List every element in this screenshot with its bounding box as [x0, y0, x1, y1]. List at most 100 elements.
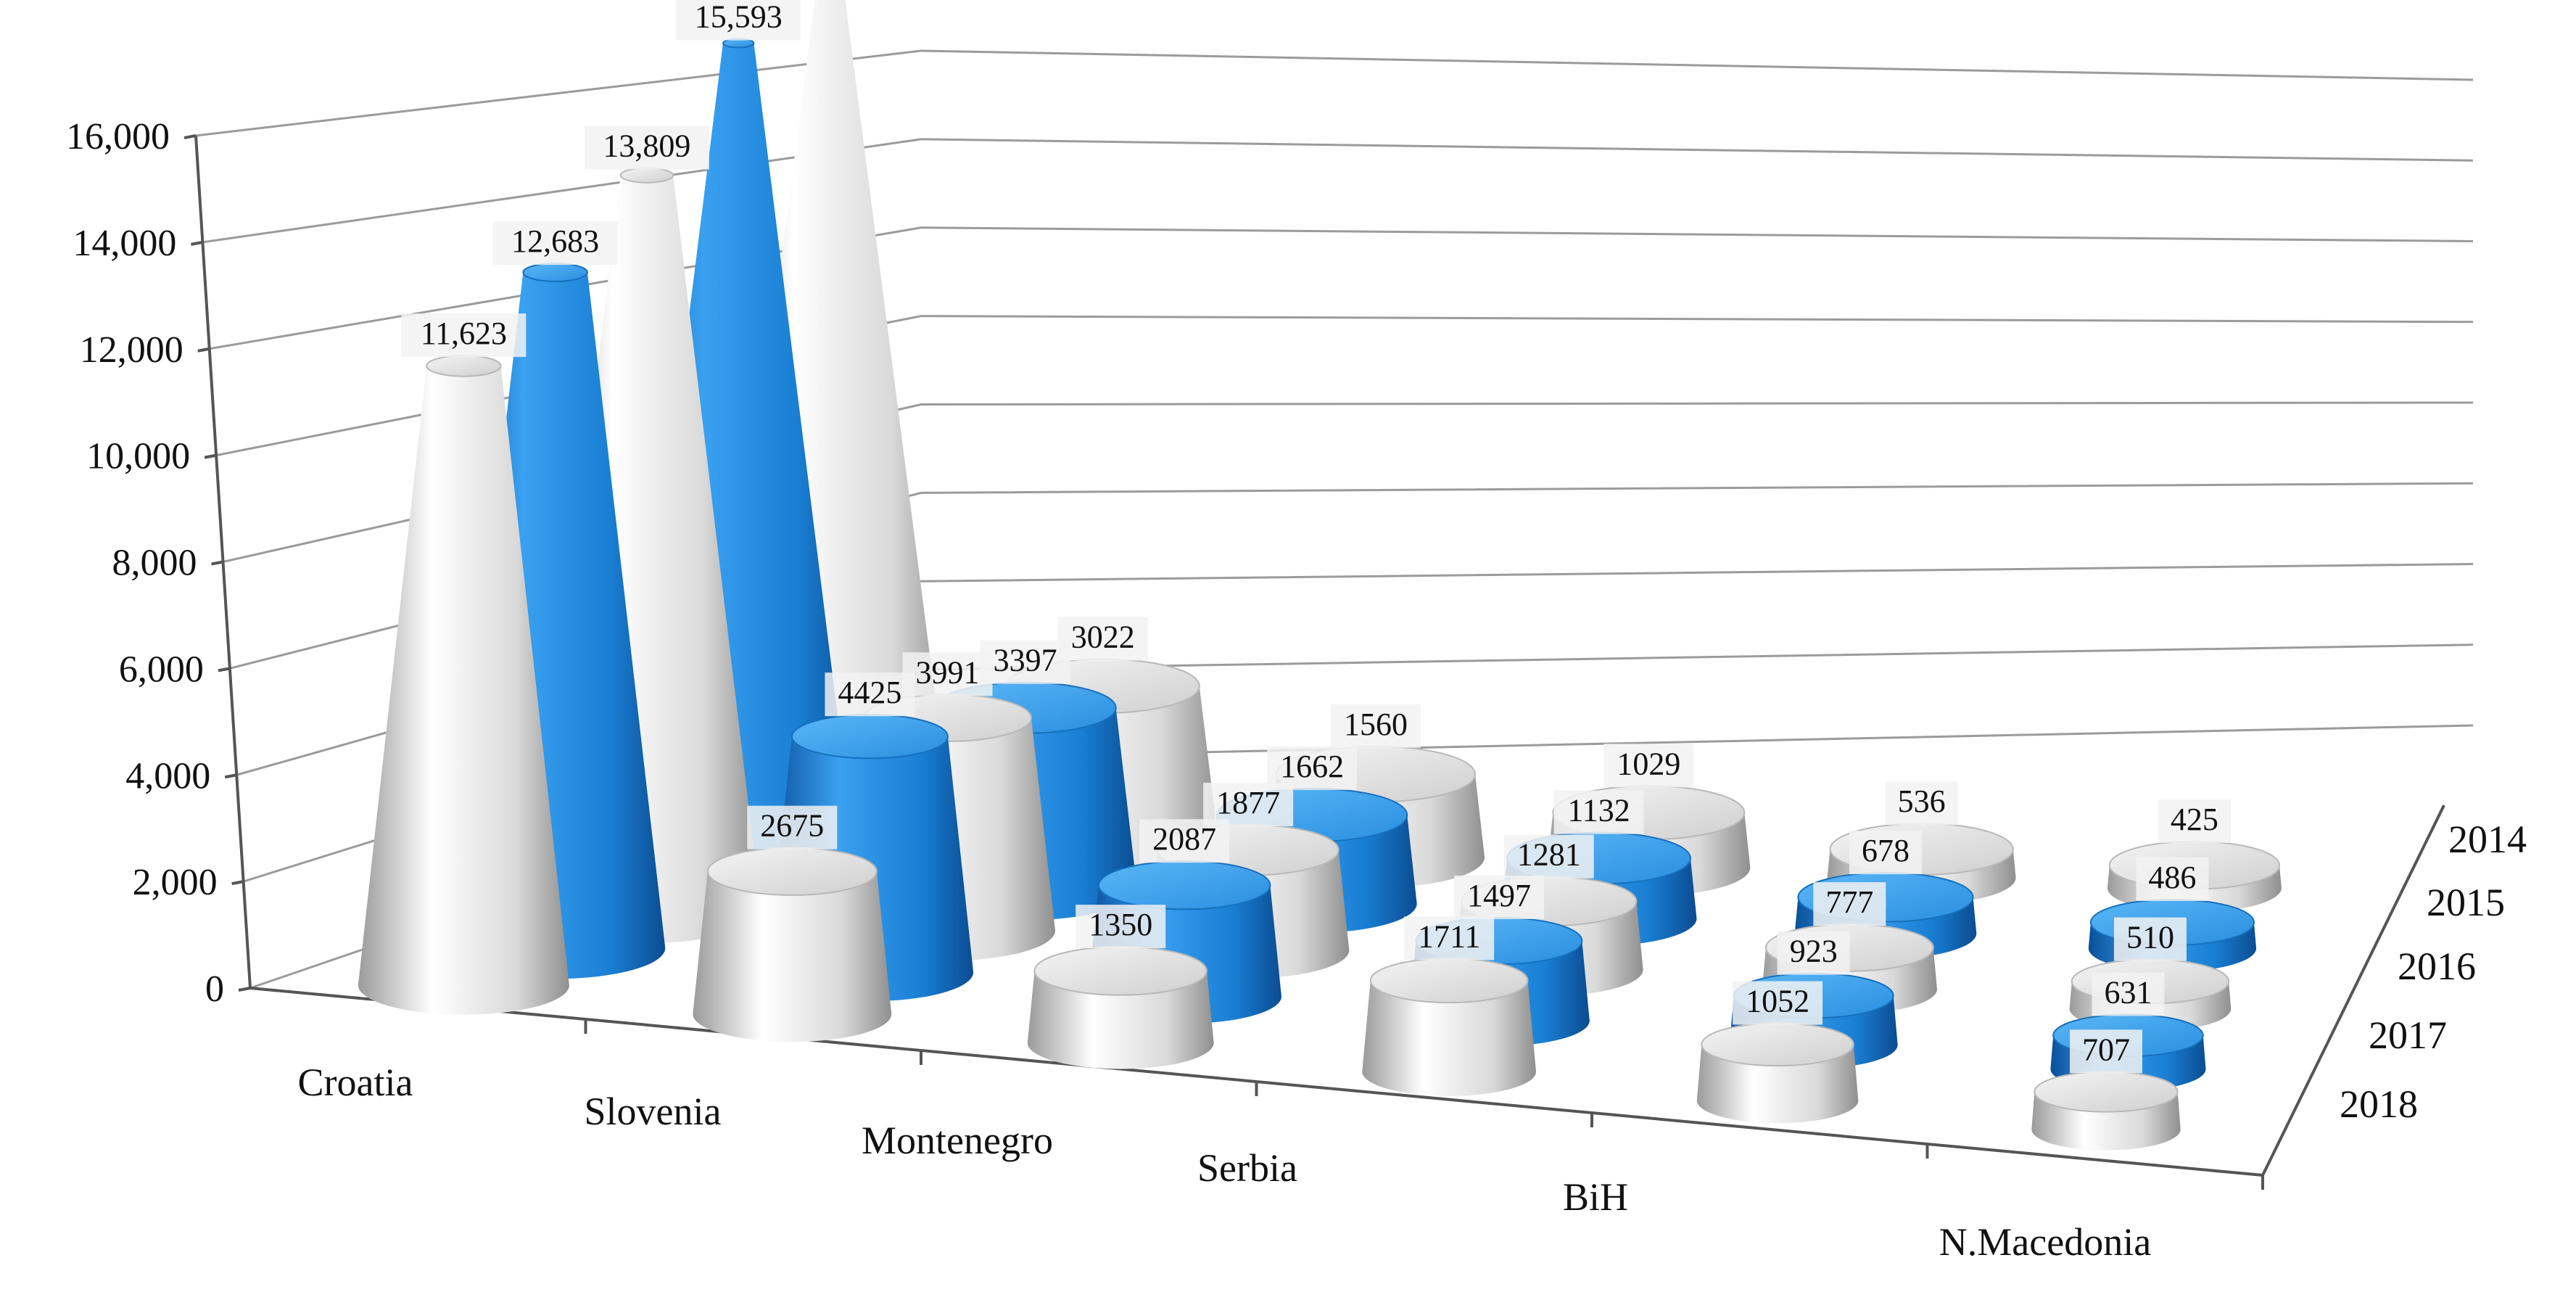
data-label-box [902, 652, 993, 696]
data-label-box [1057, 617, 1148, 661]
data-label-box [1331, 704, 1421, 748]
data-label-text: 1052 [1746, 984, 1809, 1019]
data-label-box [2069, 1029, 2142, 1074]
data-label-text: 2675 [760, 808, 824, 844]
data-label-box [1404, 916, 1495, 960]
cone-top [790, 714, 949, 760]
data-label: 777 [1813, 882, 1886, 926]
data-label: 3022 [1057, 617, 1148, 661]
data-label-text: 15,593 [695, 0, 783, 35]
data-label-box [1777, 931, 1850, 975]
cone-body [1696, 1044, 1859, 1124]
data-label: 4425 [825, 672, 915, 717]
data-label: 2675 [747, 805, 838, 849]
data-label-text: 13,809 [603, 128, 690, 164]
data-label: 1497 [1453, 875, 1544, 919]
category-label: N.Macedonia [1939, 1220, 2151, 1264]
data-label-box [1453, 875, 1544, 919]
data-label: 3397 [980, 640, 1070, 684]
data-label: 12,683 [492, 221, 618, 266]
data-label: 1350 [1076, 905, 1166, 949]
series-label: 2017 [2369, 1013, 2447, 1057]
data-label-text: 4425 [838, 675, 901, 710]
y-tick [231, 880, 244, 886]
cone-2018-montenegro [1027, 946, 1214, 1069]
data-label-box [1603, 744, 1694, 788]
series-label: 2015 [2427, 881, 2505, 924]
data-label-box [2113, 917, 2187, 961]
y-tick-label: 4,000 [125, 755, 210, 797]
y-tick [218, 667, 231, 672]
data-label-text: 1711 [1418, 918, 1480, 954]
data-label-text: 3991 [916, 654, 980, 690]
data-label-text: 12,683 [511, 223, 599, 259]
data-label-text: 1662 [1280, 749, 1344, 784]
data-label-box [1849, 831, 1922, 875]
data-label: 631 [2092, 972, 2165, 1016]
data-label-text: 1560 [1344, 707, 1408, 742]
category-label: Montenegro [862, 1119, 1053, 1162]
cone-body [2031, 1091, 2181, 1151]
data-label: 1281 [1503, 834, 1594, 879]
cone-2018-slovenia [693, 847, 892, 1042]
data-label: 15,593 [676, 0, 801, 41]
cone-top [1701, 1022, 1854, 1067]
data-label-box [492, 221, 618, 266]
data-label-text: 1350 [1089, 907, 1152, 942]
y-tick [211, 560, 223, 566]
data-label: 13,809 [584, 126, 709, 170]
y-tick [191, 240, 203, 246]
data-label: 707 [2069, 1029, 2142, 1074]
cone-top [522, 263, 588, 282]
y-tick-label: 16,000 [66, 116, 170, 157]
series-label: 2016 [2398, 945, 2476, 988]
data-label-box [980, 640, 1070, 684]
data-label: 1560 [1331, 704, 1421, 748]
data-label-text: 777 [1825, 884, 1873, 920]
cone-top [619, 167, 674, 184]
cone-top [1369, 958, 1529, 1004]
series-label: 2018 [2340, 1082, 2418, 1126]
data-label-box [1076, 905, 1166, 949]
category-label: Slovenia [585, 1090, 722, 1133]
data-label-box [2158, 799, 2231, 843]
data-label: 1052 [1733, 981, 1823, 1025]
y-tick [224, 773, 237, 779]
data-label: 486 [2136, 857, 2209, 901]
data-label: 1029 [1603, 744, 1694, 788]
y-tick [238, 987, 251, 992]
data-label-box [1203, 782, 1294, 826]
data-label: 1877 [1203, 782, 1294, 826]
data-label-text: 425 [2171, 802, 2218, 837]
y-tick-label: 6,000 [119, 649, 204, 690]
data-label-text: 1029 [1617, 746, 1680, 781]
y-tick-label: 8,000 [112, 543, 197, 584]
data-label-box [825, 672, 915, 717]
data-label-text: 2087 [1152, 821, 1216, 857]
data-label: 2087 [1139, 819, 1230, 863]
data-label-text: 631 [2104, 974, 2152, 1010]
data-label-box [1139, 819, 1230, 863]
category-label: Croatia [298, 1061, 413, 1104]
cone-body [1027, 971, 1214, 1069]
cone-2018-serbia [1362, 958, 1536, 1096]
cone-body [358, 366, 569, 1015]
category-label: Serbia [1197, 1146, 1297, 1190]
data-label-box [401, 313, 527, 358]
data-label-text: 707 [2082, 1032, 2130, 1067]
data-label-box [2136, 857, 2209, 901]
data-label-box [676, 0, 801, 41]
y-tick-label: 2,000 [133, 862, 218, 903]
data-label-text: 923 [1790, 934, 1838, 969]
cone-2018-bih [1696, 1022, 1859, 1124]
cone-2018-croatia [358, 355, 569, 1015]
data-label-box [1885, 781, 1958, 826]
data-label-text: 3397 [994, 643, 1057, 678]
series-label: 2014 [2448, 818, 2527, 861]
data-label-box [2092, 972, 2165, 1016]
data-label: 1662 [1267, 746, 1358, 790]
data-label-box [1503, 834, 1594, 879]
data-label-text: 510 [2126, 920, 2174, 955]
data-label: 425 [2158, 799, 2231, 843]
